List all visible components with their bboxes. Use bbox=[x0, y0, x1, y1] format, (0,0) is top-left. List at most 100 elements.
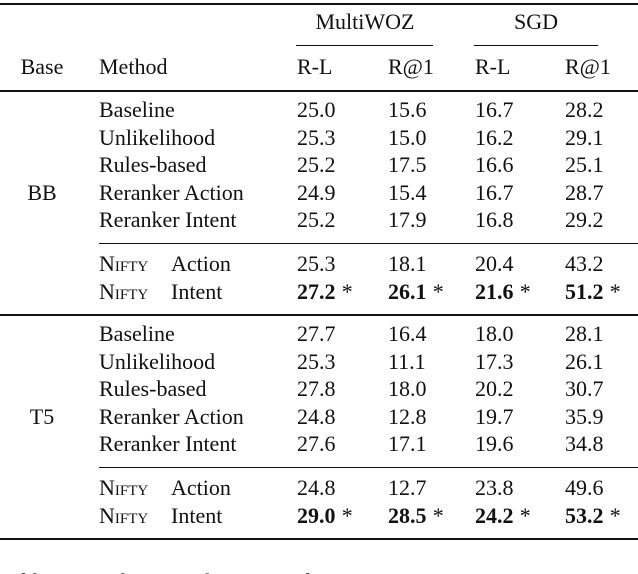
score: 51.2 bbox=[565, 278, 604, 304]
rule bbox=[0, 538, 638, 540]
score: 15.0 bbox=[388, 124, 427, 150]
method: Nifty bbox=[99, 251, 149, 276]
score: 34.8 bbox=[565, 431, 604, 456]
method: Unlikelihood bbox=[99, 124, 216, 150]
rule bbox=[99, 243, 638, 244]
method: Reranker Intent bbox=[99, 207, 237, 232]
score: 27.7 bbox=[297, 321, 336, 346]
score: 26.1 bbox=[388, 278, 427, 304]
score: 20.2 bbox=[475, 376, 514, 401]
score: 43.2 bbox=[565, 251, 604, 276]
score: 29.0 bbox=[297, 502, 336, 528]
score: 24.8 bbox=[297, 475, 336, 500]
column-header: R-L bbox=[297, 54, 333, 79]
significance-mark: * bbox=[341, 502, 353, 528]
score: 15.4 bbox=[388, 179, 427, 205]
method: Baseline bbox=[99, 321, 175, 346]
method: Reranker Intent bbox=[99, 431, 237, 456]
significance-mark: * bbox=[519, 278, 531, 304]
caption: Table 1: Results on MultiWOZ and SGD bbox=[0, 571, 360, 574]
score: 26.1 bbox=[565, 348, 604, 374]
rule bbox=[0, 3, 638, 5]
score: 18.1 bbox=[388, 251, 427, 276]
score: 53.2 bbox=[565, 502, 604, 528]
group-header: SGD bbox=[513, 9, 559, 34]
score: 17.5 bbox=[388, 152, 427, 177]
score: 12.8 bbox=[388, 403, 427, 429]
column-header: R@1 bbox=[388, 54, 434, 79]
base: BB bbox=[27, 180, 57, 205]
score: 21.6 bbox=[475, 278, 514, 304]
method: Intent bbox=[171, 278, 223, 304]
score: 25.2 bbox=[297, 207, 336, 232]
score: 28.2 bbox=[565, 97, 604, 122]
rule bbox=[99, 467, 638, 468]
method: Rules-based bbox=[99, 376, 207, 401]
base: T5 bbox=[29, 404, 55, 429]
score: 16.2 bbox=[475, 124, 514, 150]
score: 16.7 bbox=[475, 179, 514, 205]
score: 49.6 bbox=[565, 475, 604, 500]
score: 25.3 bbox=[297, 124, 336, 150]
score: 15.6 bbox=[388, 97, 427, 122]
method: Nifty bbox=[99, 502, 149, 528]
score: 30.7 bbox=[565, 376, 604, 401]
rule bbox=[0, 314, 638, 316]
group-header: MultiWOZ bbox=[315, 9, 415, 34]
method: Reranker Action bbox=[99, 179, 244, 205]
score: 19.6 bbox=[475, 431, 514, 456]
method: Rules-based bbox=[99, 152, 207, 177]
score: 11.1 bbox=[388, 348, 426, 374]
score: 19.7 bbox=[475, 403, 514, 429]
score: 16.6 bbox=[475, 152, 514, 177]
score: 17.1 bbox=[388, 431, 427, 456]
method: Nifty bbox=[99, 278, 149, 304]
column-header: Method bbox=[99, 54, 168, 79]
score: 25.3 bbox=[297, 251, 336, 276]
column-header: R@1 bbox=[565, 54, 611, 79]
score: 28.7 bbox=[565, 179, 604, 205]
score: 25.0 bbox=[297, 97, 336, 122]
significance-mark: * bbox=[519, 502, 531, 528]
column-header: Base bbox=[20, 54, 64, 79]
score: 16.8 bbox=[475, 207, 514, 232]
score: 28.5 bbox=[388, 502, 427, 528]
score: 27.8 bbox=[297, 376, 336, 401]
significance-mark: * bbox=[432, 502, 444, 528]
score: 24.9 bbox=[297, 179, 336, 205]
rule bbox=[0, 90, 638, 92]
score: 35.9 bbox=[565, 403, 604, 429]
method: Action bbox=[171, 251, 231, 276]
significance-mark: * bbox=[609, 278, 621, 304]
score: 16.4 bbox=[388, 321, 427, 346]
rule bbox=[296, 45, 433, 46]
method: Action bbox=[171, 475, 231, 500]
score: 29.1 bbox=[565, 124, 604, 150]
column-header: R-L bbox=[475, 54, 511, 79]
score: 23.8 bbox=[475, 475, 514, 500]
method: Nifty bbox=[99, 475, 149, 500]
score: 27.6 bbox=[297, 431, 336, 456]
method: Intent bbox=[171, 502, 223, 528]
score: 25.3 bbox=[297, 348, 336, 374]
method: Baseline bbox=[99, 97, 175, 122]
score: 12.7 bbox=[388, 475, 427, 500]
score: 17.9 bbox=[388, 207, 427, 232]
score: 18.0 bbox=[388, 376, 427, 401]
score: 27.2 bbox=[297, 278, 336, 304]
method: Reranker Action bbox=[99, 403, 244, 429]
significance-mark: * bbox=[609, 502, 621, 528]
score: 25.1 bbox=[565, 152, 604, 177]
score: 17.3 bbox=[475, 348, 514, 374]
score: 24.2 bbox=[475, 502, 514, 528]
score: 16.7 bbox=[475, 97, 514, 122]
score: 18.0 bbox=[475, 321, 514, 346]
significance-mark: * bbox=[341, 278, 353, 304]
score: 28.1 bbox=[565, 321, 604, 346]
rule bbox=[474, 45, 598, 46]
method: Unlikelihood bbox=[99, 348, 216, 374]
score: 24.8 bbox=[297, 403, 336, 429]
score: 25.2 bbox=[297, 152, 336, 177]
score: 20.4 bbox=[475, 251, 514, 276]
